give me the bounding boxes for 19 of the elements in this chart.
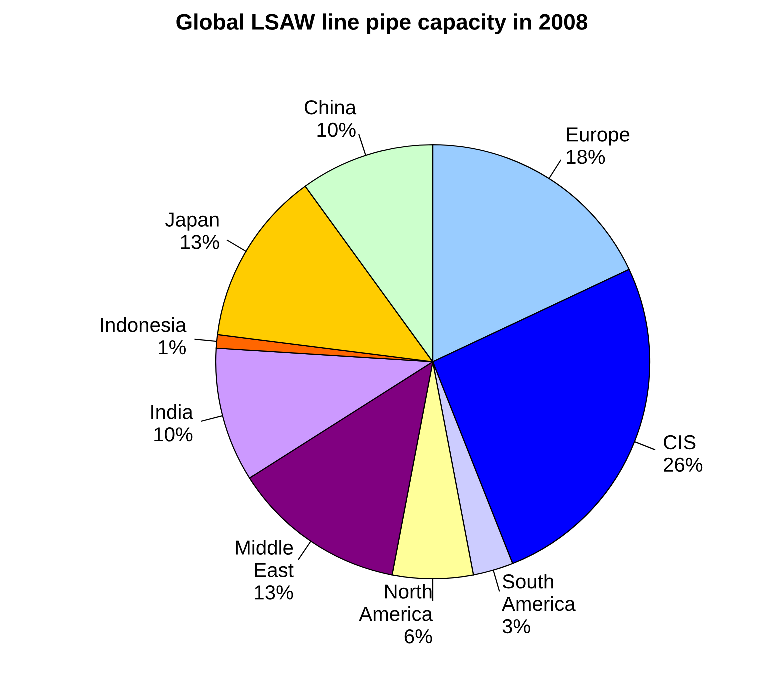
slice-label: South America: [502, 574, 576, 612]
data-label: 10%: [154, 427, 193, 442]
data-label: 10%: [318, 122, 356, 138]
slice-label: North America: [359, 584, 433, 622]
slice-label: India: [152, 404, 194, 420]
data-label: 13%: [255, 586, 294, 600]
data-label: 6%: [404, 629, 432, 644]
data-label: 18%: [567, 150, 606, 164]
slice-label: Europe: [567, 128, 630, 146]
slice-label: China: [304, 100, 357, 115]
data-label: 26%: [664, 458, 703, 472]
chart-title: Global LSAW line pipe capacity in 2008: [176, 14, 588, 34]
slice-label: CIS: [664, 435, 696, 450]
slice-label: Indonesia: [101, 318, 187, 332]
slice-label: Japan: [166, 212, 219, 231]
data-label: 13%: [181, 235, 220, 250]
data-label: 3%: [502, 619, 530, 634]
slice-label: Middle East: [236, 540, 294, 578]
data-label: 1%: [159, 340, 186, 355]
